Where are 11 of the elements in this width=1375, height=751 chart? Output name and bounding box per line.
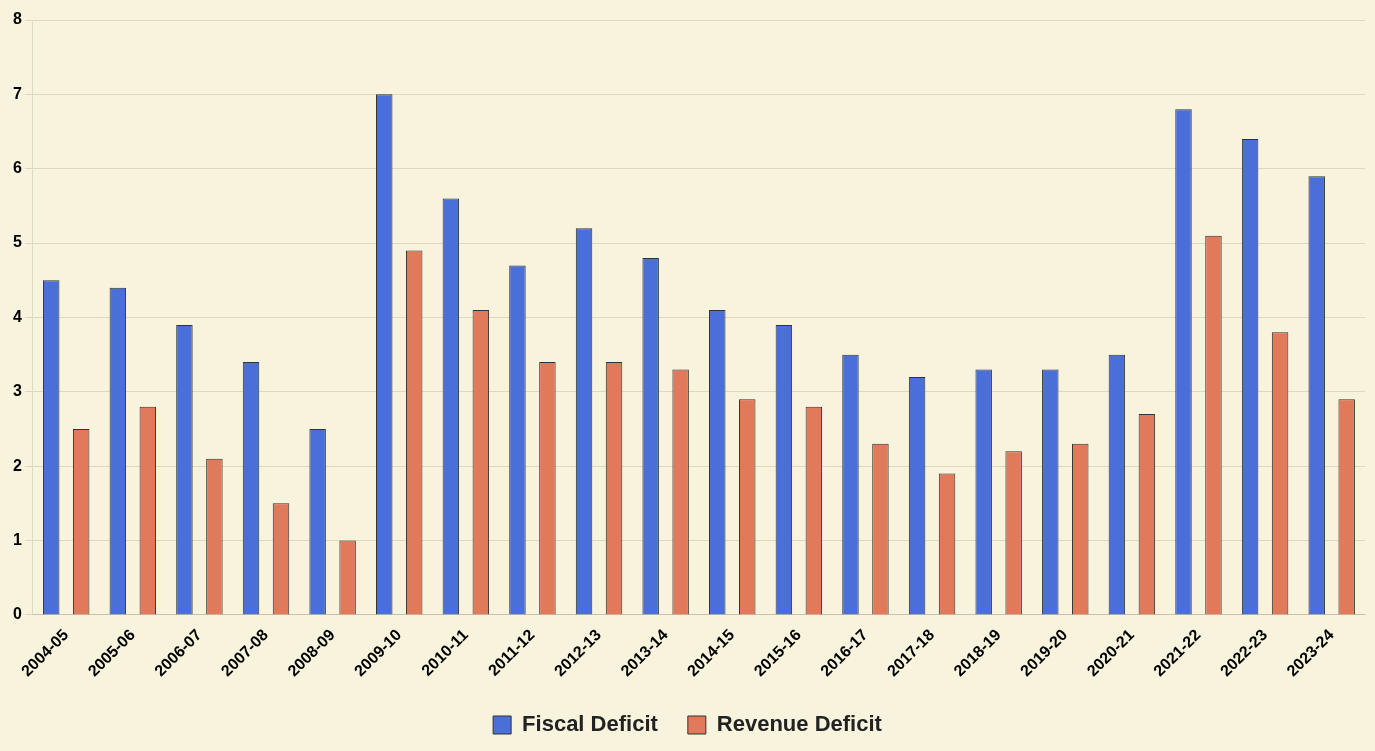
y-tick-label: 1 [12,530,22,548]
y-tick-label: 0 [12,605,22,623]
y-tick-label: 6 [12,159,22,177]
legend-label: Revenue Deficit [716,711,883,737]
y-tick-label: 3 [12,382,22,400]
y-tick-label: 5 [12,233,22,251]
legend-label: Fiscal Deficit [522,711,659,737]
y-tick-label: 8 [12,10,22,28]
y-tick-label: 4 [12,307,22,325]
y-tick-label: 7 [12,84,22,102]
y-tick-label: 2 [12,456,22,474]
